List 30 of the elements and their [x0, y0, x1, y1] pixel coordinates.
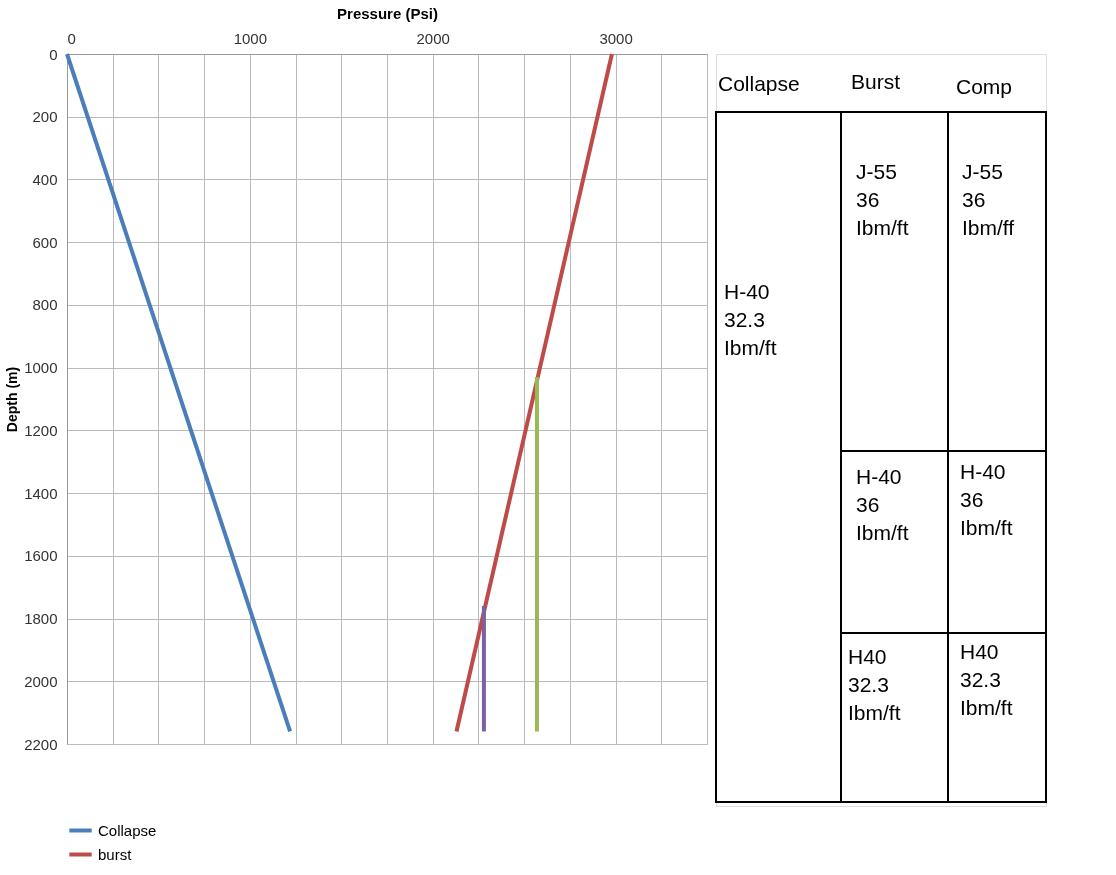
x-tick-label: 3000 — [599, 29, 633, 47]
y-tick-label: 2200 — [24, 735, 58, 753]
text: J-55 36 Ibm/ft — [856, 160, 909, 239]
text: H40 32.3 Ibm/ft — [848, 645, 901, 724]
x-axis-title: Pressure (Psi) — [337, 4, 438, 22]
text: Comp — [956, 75, 1013, 98]
y-tick-label: 1000 — [24, 359, 58, 377]
text: Burst — [851, 70, 901, 93]
text: J-55 36 Ibm/ff — [962, 160, 1015, 239]
y-tick-label: 1400 — [24, 484, 58, 502]
y-tick-label: 1800 — [24, 610, 58, 628]
y-tick-label: 800 — [32, 296, 58, 314]
legend-label: burst — [98, 845, 133, 863]
legend-label: Collapse — [98, 821, 157, 839]
x-tick-label: 2000 — [416, 29, 450, 47]
text: H-40 36 Ibm/ft — [856, 465, 909, 544]
y-tick-label: 200 — [32, 108, 58, 126]
x-tick-label: 0 — [67, 29, 76, 47]
y-tick-label: 2000 — [24, 672, 58, 690]
y-axis-title: Depth (m) — [4, 366, 21, 433]
text: H-40 32.3 Ibm/ft — [724, 280, 777, 359]
text: Collapse — [718, 72, 800, 95]
text: H40 32.3 Ibm/ft — [960, 640, 1013, 719]
y-tick-label: 400 — [32, 170, 58, 188]
y-tick-label: 1600 — [24, 547, 58, 565]
text: H-40 36 Ibm/ft — [960, 460, 1013, 539]
y-tick-label: 1200 — [24, 421, 58, 439]
x-tick-label: 1000 — [233, 29, 268, 47]
y-tick-label: 600 — [32, 233, 58, 251]
y-tick-label: 0 — [49, 45, 58, 63]
